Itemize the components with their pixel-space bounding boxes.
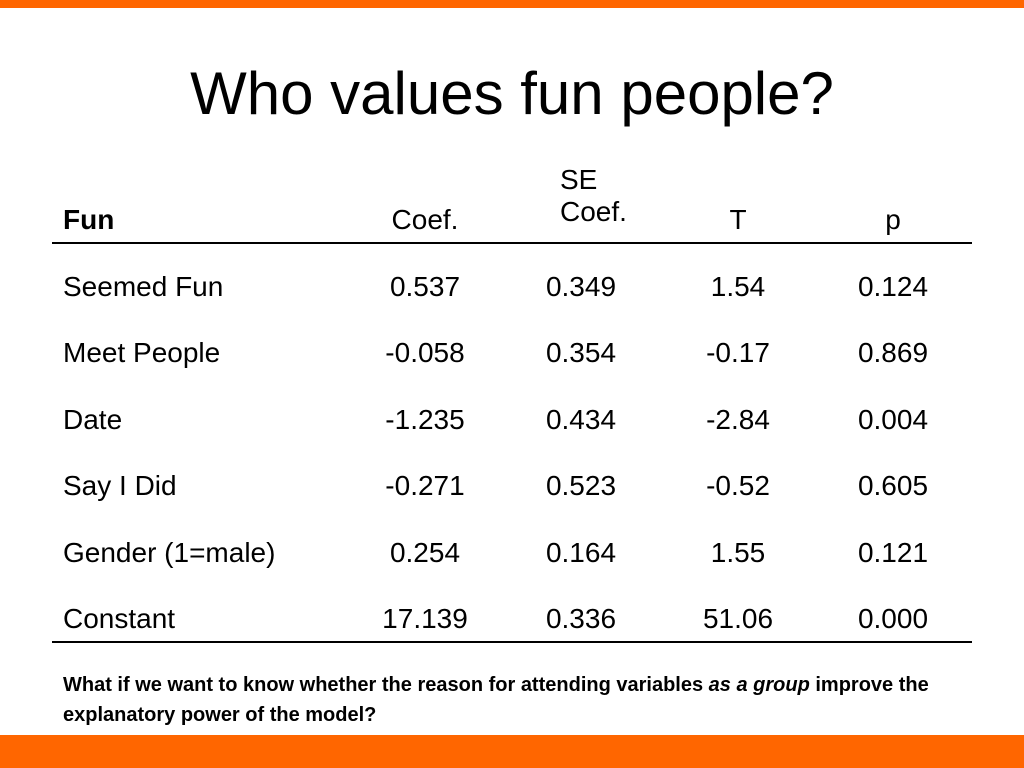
header-cell: Fun	[63, 204, 115, 235]
table-cell: -0.058	[385, 337, 465, 369]
table-cell: 1.55	[710, 536, 766, 568]
table-cell: -0.52	[706, 470, 770, 502]
footnote-text: improve the explanatory power of the mod…	[63, 674, 929, 726]
table-cell: -2.84	[706, 403, 770, 435]
row-label: Gender (1=male)	[63, 536, 276, 568]
table-cell: 0.000	[857, 603, 929, 634]
row-label: Say I Did	[63, 470, 177, 502]
header-cell: p	[885, 204, 901, 235]
header-rule	[52, 242, 972, 244]
table-cell: 0.164	[545, 536, 617, 568]
header-cell: T	[729, 204, 747, 235]
top-bar	[0, 0, 1024, 8]
table-cell: 0.869	[857, 337, 929, 369]
footnote: What if we want to know whether the reas…	[63, 670, 963, 730]
table-cell: 0.254	[389, 536, 461, 568]
table-cell: 0.004	[857, 403, 929, 435]
table-cell: 0.537	[389, 271, 461, 302]
table-cell: 0.349	[545, 271, 617, 302]
table-cell: 0.523	[545, 470, 617, 502]
table-cell: 0.434	[545, 403, 617, 435]
table-cell: 17.139	[382, 603, 468, 634]
table-cell: 0.354	[545, 337, 617, 369]
table-cell: -0.271	[385, 470, 465, 502]
bottom-rule	[52, 641, 972, 643]
row-label: Date	[63, 403, 123, 435]
row-label: Meet People	[63, 337, 221, 369]
bottom-bar	[0, 735, 1024, 768]
table-cell: 51.06	[702, 603, 774, 634]
footnote-emphasis: as a group	[708, 674, 810, 696]
table-cell: 0.336	[545, 603, 617, 634]
row-label: Seemed Fun	[63, 271, 224, 302]
header-cell: Coef.	[391, 204, 459, 235]
table-cell: 0.124	[857, 271, 929, 302]
row-label: Constant	[63, 603, 176, 634]
header-cell: SE Coef.	[560, 164, 627, 227]
table-cell: -1.235	[385, 403, 465, 435]
table-cell: -0.17	[706, 337, 770, 369]
title: Who values fun people?	[190, 60, 834, 127]
table-cell: 1.54	[710, 271, 766, 302]
footnote-text: What if we want to know whether the reas…	[63, 674, 704, 696]
table-cell: 0.121	[857, 536, 929, 568]
table-cell: 0.605	[857, 470, 929, 502]
